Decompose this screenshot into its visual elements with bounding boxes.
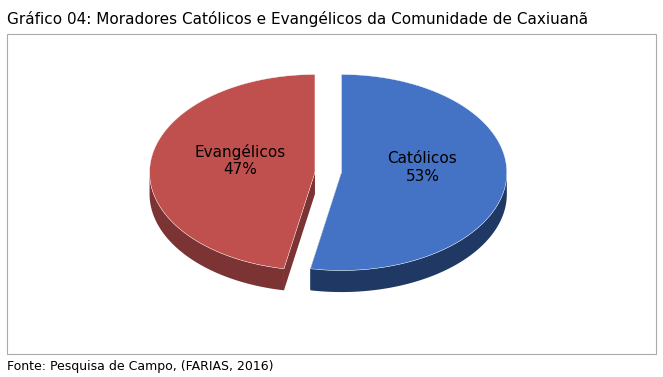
Polygon shape [284,173,315,290]
Text: Fonte: Pesquisa de Campo, (FARIAS, 2016): Fonte: Pesquisa de Campo, (FARIAS, 2016) [7,360,273,373]
Polygon shape [310,75,507,270]
Polygon shape [150,75,315,269]
Text: Católicos
53%: Católicos 53% [388,152,457,184]
Text: Evangélicos
47%: Evangélicos 47% [195,144,286,178]
Polygon shape [310,173,507,292]
Polygon shape [310,173,341,290]
Polygon shape [150,173,284,290]
Text: Gráfico 04: Moradores Católicos e Evangélicos da Comunidade de Caxiuanã: Gráfico 04: Moradores Católicos e Evangé… [7,11,588,27]
